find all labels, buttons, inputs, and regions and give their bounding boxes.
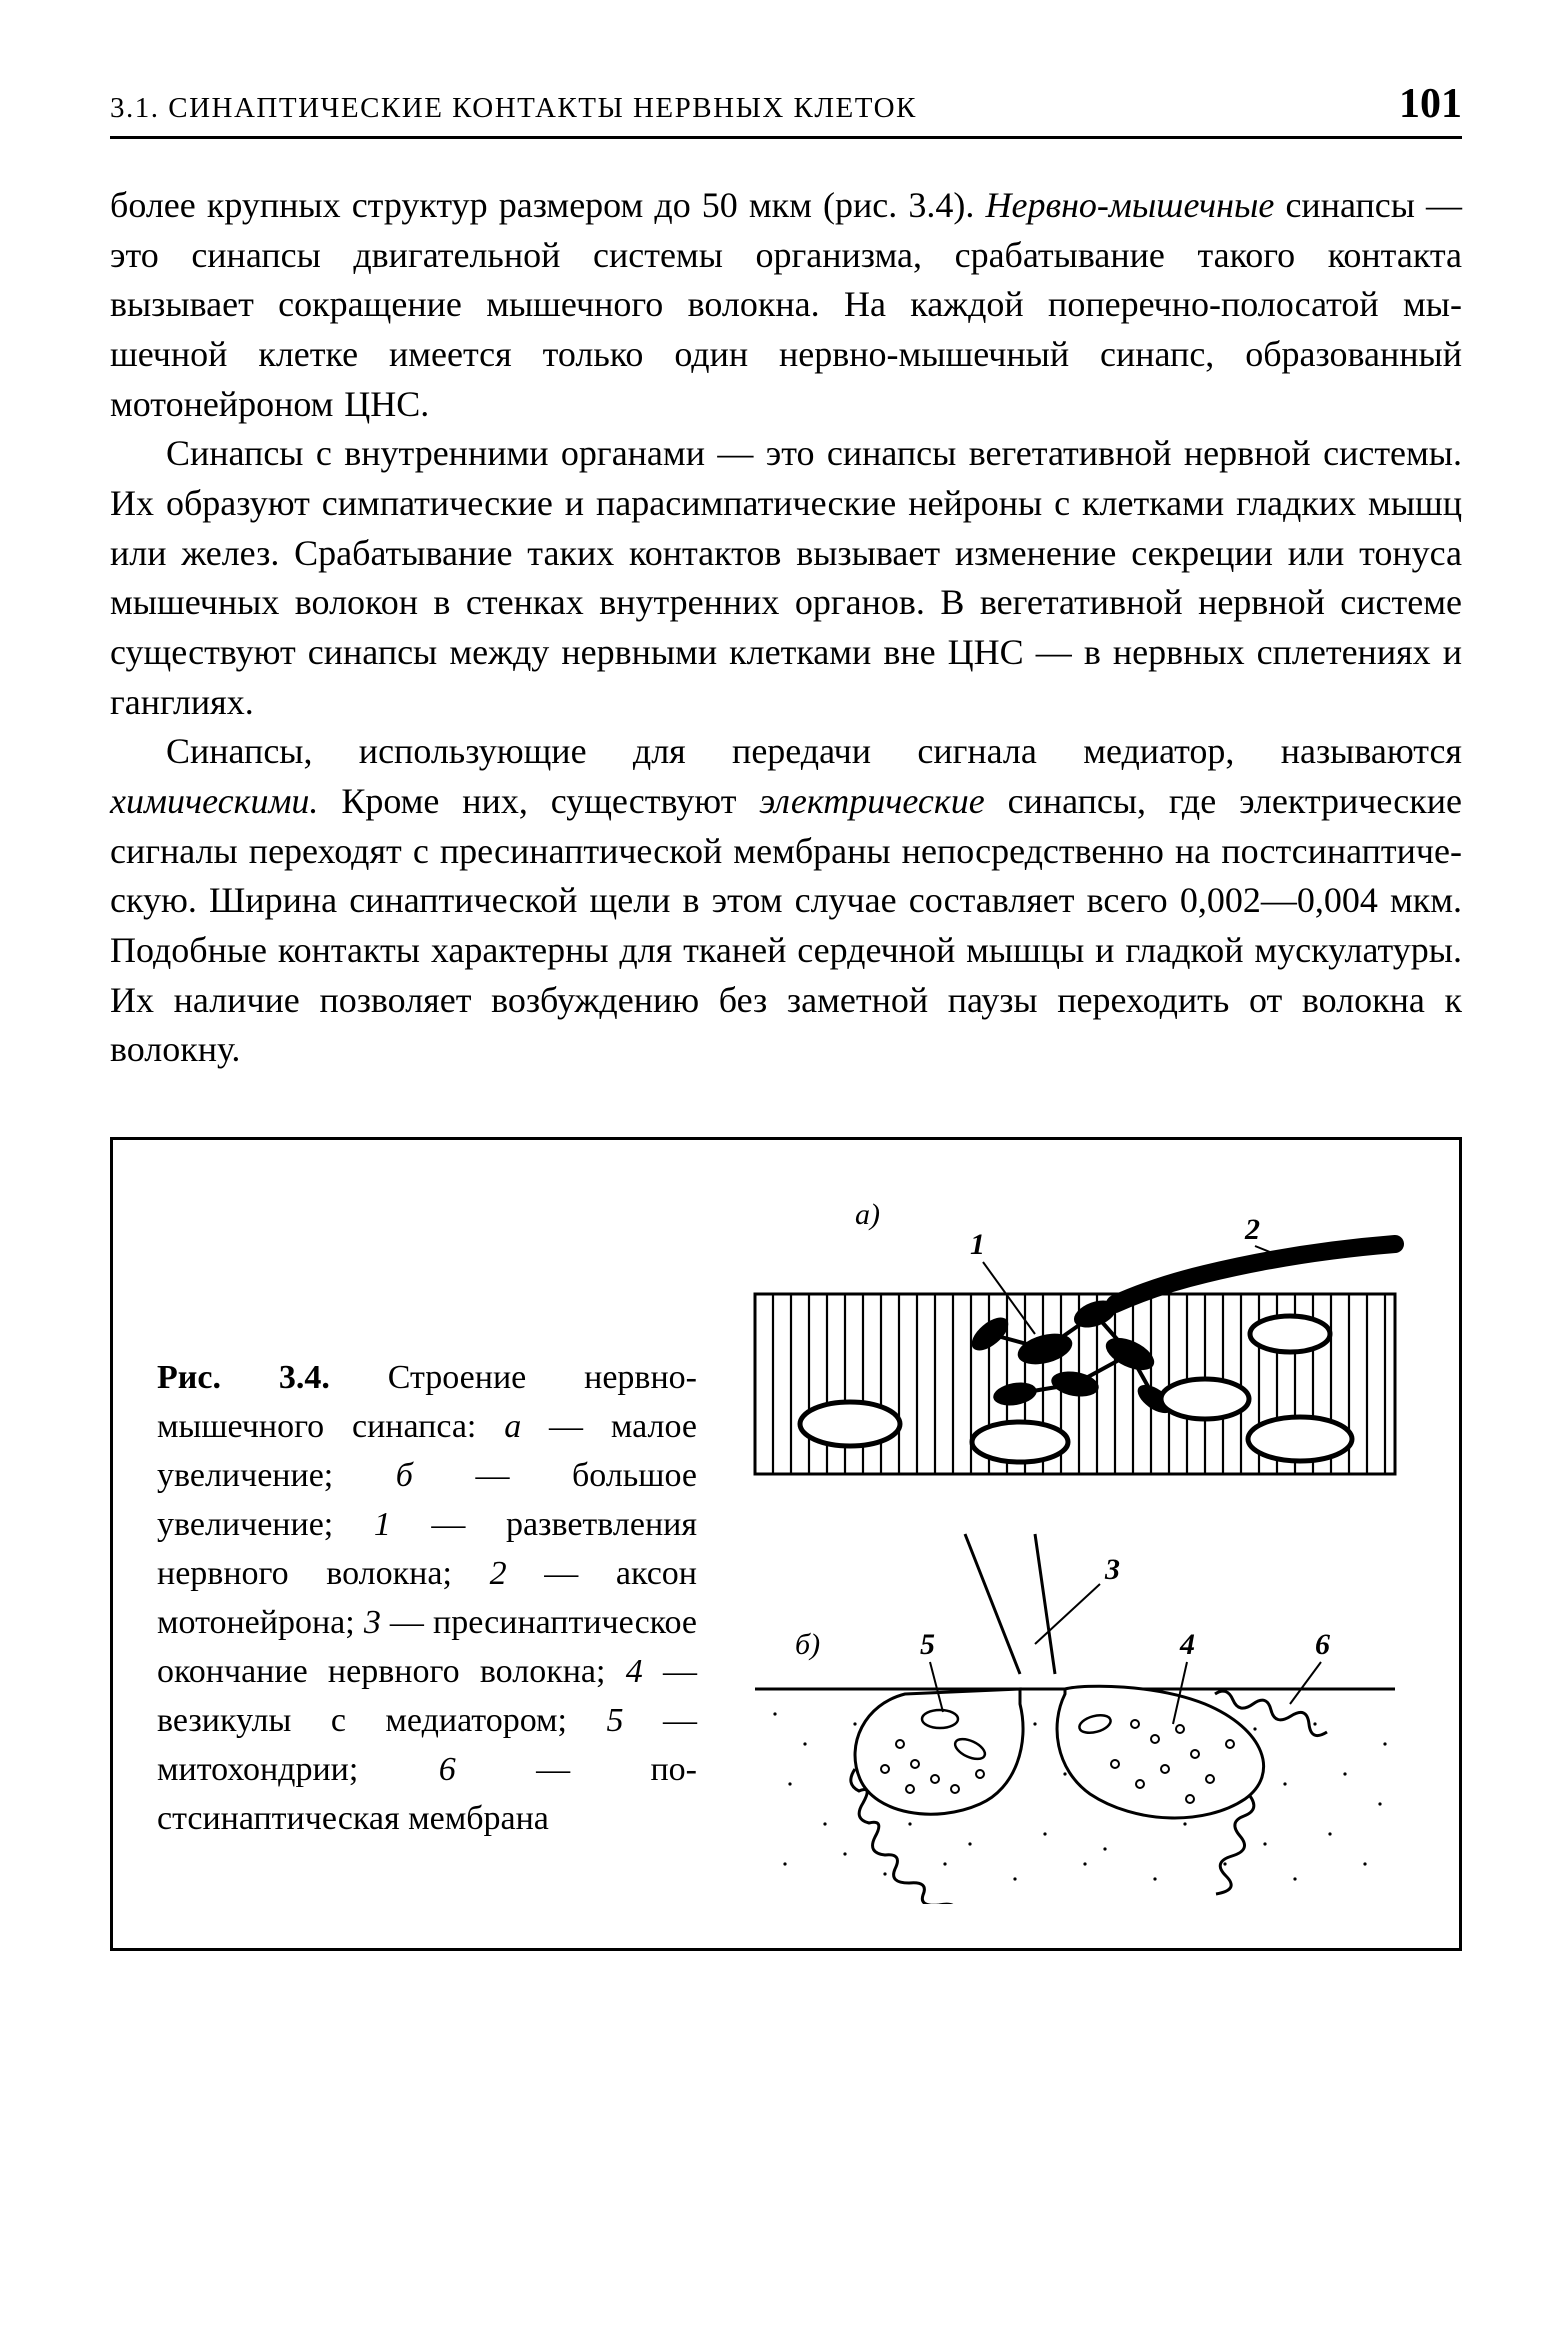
p3-text-a: Синапсы, использующие для передачи сигна… xyxy=(166,731,1462,771)
label-3: 3 xyxy=(1104,1553,1120,1586)
paragraph-3: Синапсы, использующие для передачи сигна… xyxy=(110,727,1462,1075)
paragraph-1: более крупных структур размером до 50 мк… xyxy=(110,181,1462,429)
label-1: 1 xyxy=(970,1228,985,1261)
caption-2: 2 xyxy=(490,1555,507,1592)
panel-a-muscle-fiber xyxy=(755,1244,1395,1474)
panel-a-label: а) xyxy=(855,1198,880,1231)
page-container: 3.1. СИНАПТИЧЕСКИЕ КОНТАКТЫ НЕРВНЫХ КЛЕТ… xyxy=(0,0,1562,2349)
p3-italic-b: химическими. xyxy=(110,781,318,821)
page-header: 3.1. СИНАПТИЧЕСКИЕ КОНТАКТЫ НЕРВНЫХ КЛЕТ… xyxy=(110,80,1462,139)
p1-italic: Нерв­но-мышечные xyxy=(985,185,1274,225)
p3-text-c: Кроме них, существуют xyxy=(318,781,759,821)
caption-b: б xyxy=(396,1457,413,1494)
caption-6: 6 xyxy=(439,1751,456,1788)
label-4: 4 xyxy=(1179,1628,1195,1661)
p1-text-a: более крупных структур размером до 50 мк… xyxy=(110,185,985,225)
label-2: 2 xyxy=(1244,1213,1260,1246)
body-text: более крупных структур размером до 50 мк… xyxy=(110,181,1462,1075)
page-number: 101 xyxy=(1399,80,1462,128)
figure-caption: Рис. 3.4. Строение нерв­но-мышечного син… xyxy=(157,1244,697,1844)
figure-diagram: а) xyxy=(727,1184,1423,1904)
figure-svg: а) xyxy=(727,1184,1423,1904)
figure-box: Рис. 3.4. Строение нерв­но-мышечного син… xyxy=(110,1137,1462,1951)
caption-3: 3 xyxy=(364,1604,381,1641)
label-5: 5 xyxy=(920,1628,935,1661)
caption-4: 4 xyxy=(626,1653,643,1690)
panel-b-label: б) xyxy=(795,1628,820,1661)
label-6: 6 xyxy=(1315,1628,1330,1661)
figure-label: Рис. 3.4. xyxy=(157,1359,330,1396)
paragraph-2: Синапсы с внутренними органами — это син… xyxy=(110,429,1462,727)
panel-b-group xyxy=(755,1534,1395,1904)
section-label: 3.1. СИНАПТИЧЕСКИЕ КОНТАКТЫ НЕРВНЫХ КЛЕТ… xyxy=(110,92,917,125)
p3-text-e: синапсы, где электрические сигналы перех… xyxy=(110,781,1462,1069)
p3-italic-d: электри­ческие xyxy=(759,781,984,821)
caption-a: а xyxy=(504,1408,521,1445)
caption-5: 5 xyxy=(607,1702,624,1739)
caption-1: 1 xyxy=(374,1506,391,1543)
